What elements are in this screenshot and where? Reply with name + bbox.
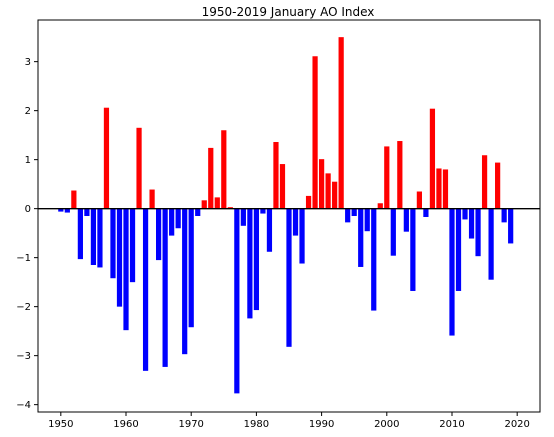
y-tick-label: 2 (25, 106, 31, 117)
bar-2007 (429, 108, 436, 209)
bar-2012 (462, 208, 468, 220)
bar-1985 (286, 208, 292, 347)
y-tick-label: −2 (16, 302, 31, 313)
bar-1966 (162, 208, 168, 367)
bar-2017 (495, 162, 501, 209)
bar-2009 (442, 169, 449, 209)
bar-1988 (305, 195, 312, 209)
bar-1980 (253, 208, 260, 311)
x-tick-label: 1950 (48, 419, 73, 430)
bar-1979 (247, 208, 253, 319)
bar-1989 (312, 56, 318, 209)
bar-1959 (116, 208, 123, 307)
x-tick-label: 1960 (113, 419, 138, 430)
bar-1992 (332, 181, 338, 209)
y-axis: −4 −3 −2 −1 0 1 2 3 (16, 57, 38, 411)
bar-2005 (416, 191, 422, 209)
plot-frame (37, 19, 541, 413)
bar-1972 (201, 200, 207, 209)
bar-1998 (371, 208, 377, 311)
bar-1994 (345, 208, 351, 223)
bar-1991 (325, 173, 331, 209)
x-axis: 1950 1960 1970 1980 1990 2000 2010 2020 (48, 412, 530, 430)
bar-2019 (508, 208, 514, 244)
bar-2004 (410, 208, 416, 291)
bar-1960 (123, 208, 129, 331)
y-tick-label: −1 (16, 253, 31, 264)
bar-1965 (156, 208, 162, 261)
bar-2002 (397, 141, 403, 209)
bar-1957 (103, 107, 110, 209)
bar-1971 (195, 208, 201, 216)
bar-2015 (481, 155, 488, 209)
bar-2013 (468, 208, 475, 239)
bar-2016 (488, 208, 494, 280)
bar-1970 (188, 208, 194, 328)
bar-1981 (260, 208, 266, 214)
bar-1950 (58, 208, 64, 212)
bar-1961 (129, 208, 136, 283)
x-tick-label: 2020 (504, 419, 529, 430)
bar-1983 (273, 142, 279, 209)
y-tick-label: −3 (16, 351, 31, 362)
bar-2018 (501, 208, 507, 223)
bar-1978 (240, 208, 246, 226)
bar-2001 (390, 208, 396, 256)
bar-1987 (299, 208, 305, 264)
bar-1993 (338, 37, 344, 209)
bar-1984 (279, 164, 286, 209)
bar-1963 (142, 208, 149, 371)
bar-1997 (364, 208, 370, 232)
bar-1990 (318, 159, 325, 209)
x-tick-label: 2000 (374, 419, 399, 430)
bar-2010 (449, 208, 455, 336)
bar-1986 (292, 208, 299, 236)
bar-1954 (84, 208, 90, 216)
x-tick-label: 1990 (309, 419, 334, 430)
bar-1976 (227, 207, 233, 209)
x-tick-label: 1970 (178, 419, 203, 430)
x-tick-label: 2010 (439, 419, 464, 430)
bars-group (58, 37, 514, 394)
x-tick-label: 1980 (244, 419, 269, 430)
bar-1968 (175, 208, 181, 229)
bar-2008 (436, 168, 442, 209)
bar-2014 (475, 208, 481, 257)
bar-2003 (403, 208, 409, 232)
bar-1952 (71, 190, 77, 209)
bar-1973 (208, 147, 214, 209)
bar-1975 (221, 130, 227, 209)
bar-1977 (234, 208, 240, 394)
bar-1996 (358, 208, 364, 267)
y-tick-label: 0 (25, 204, 31, 215)
y-tick-label: −4 (16, 400, 31, 411)
bar-1967 (169, 208, 175, 236)
bar-1958 (110, 208, 116, 279)
y-tick-label: 3 (25, 57, 31, 68)
bar-2006 (423, 208, 429, 217)
y-tick-label: 1 (25, 155, 31, 166)
bar-1962 (136, 127, 142, 209)
bar-2000 (384, 146, 390, 209)
bar-1956 (97, 208, 103, 268)
bar-1982 (266, 208, 273, 252)
bar-1953 (77, 208, 83, 260)
bar-1969 (182, 208, 188, 355)
bar-1999 (377, 203, 383, 209)
bar-1955 (90, 208, 97, 265)
bar-1974 (214, 197, 220, 209)
bar-1964 (149, 189, 155, 209)
bar-1951 (64, 208, 70, 213)
bar-2011 (455, 208, 462, 291)
chart-title: 1950-2019 January AO Index (202, 5, 375, 19)
bar-1995 (351, 208, 357, 216)
